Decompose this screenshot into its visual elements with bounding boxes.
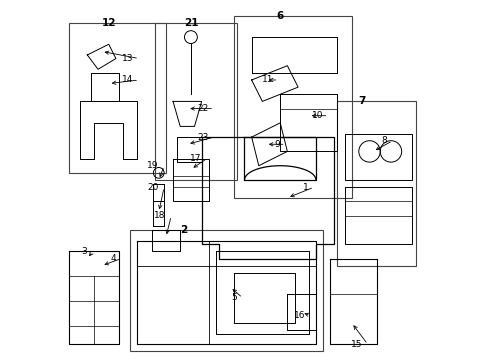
Text: 18: 18 (154, 211, 165, 220)
Text: 14: 14 (122, 76, 134, 85)
Text: 22: 22 (197, 104, 208, 113)
Text: 6: 6 (276, 11, 283, 21)
Text: 16: 16 (293, 311, 305, 320)
Bar (155, 23, 237, 180)
Text: 20: 20 (147, 183, 159, 192)
Text: 13: 13 (122, 54, 134, 63)
Text: 9: 9 (274, 140, 280, 149)
Text: 7: 7 (358, 96, 366, 107)
Text: 21: 21 (183, 18, 198, 28)
Text: 1: 1 (303, 183, 308, 192)
Text: 8: 8 (381, 136, 386, 145)
Text: 3: 3 (81, 247, 87, 256)
Text: 2: 2 (180, 225, 187, 235)
Text: 12: 12 (102, 18, 116, 28)
Text: 10: 10 (311, 111, 323, 120)
Text: 19: 19 (147, 161, 159, 170)
Bar (233, 16, 351, 198)
Text: 11: 11 (261, 76, 272, 85)
Text: 23: 23 (197, 132, 208, 141)
Text: 17: 17 (190, 154, 201, 163)
Text: 5: 5 (231, 293, 237, 302)
Bar (130, 230, 323, 351)
Bar (69, 23, 165, 173)
Bar (337, 102, 415, 266)
Text: 4: 4 (110, 254, 116, 263)
Text: 15: 15 (350, 340, 362, 349)
